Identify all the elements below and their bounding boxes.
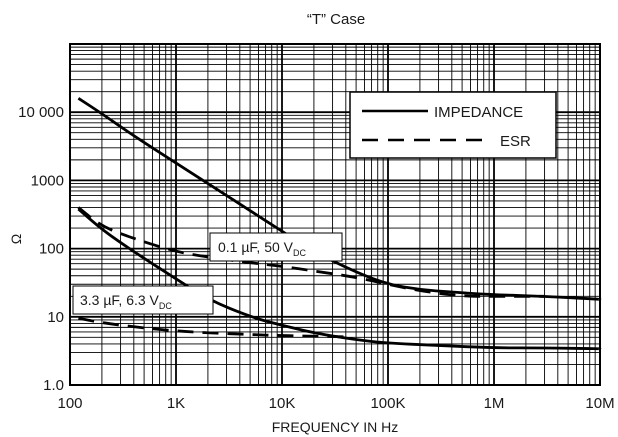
legend-box [349,91,557,159]
y-axis-label: Ω [8,234,24,244]
series-layer [77,97,602,351]
annotation-box [209,232,343,262]
x-tick-label: 10K [269,395,296,412]
plot-frame [69,43,601,386]
x-tick-label: 1M [484,395,505,412]
legend-label-esr: ESR [500,133,531,150]
y-tick-label: 100 [39,241,64,258]
series-line-1 [77,206,545,298]
x-tick-label: 100 [57,395,82,412]
series-line-2 [77,208,602,351]
y-tick-label: 1.0 [43,377,64,394]
y-tick-labels: 1.0 10 100 1000 10 000 [18,104,64,394]
annotation-box [72,285,214,315]
annotation-3-3uf: 3.3 µF, 6.3 VDC [72,285,214,315]
x-tick-label: 1K [167,395,185,412]
annotation-0-1uf: 0.1 µF, 50 VDC [209,232,343,262]
x-axis-label: FREQUENCY IN Hz [272,419,399,435]
legend-label-impedance: IMPEDANCE [434,104,523,121]
series-line-3 [78,316,348,339]
annotation-text: 0.1 µF, 50 VDC [218,239,306,258]
x-tick-label: 100K [370,395,405,412]
x-tick-label: 10M [585,395,614,412]
annotation-text: 3.3 µF, 6.3 VDC [80,292,172,311]
y-tick-label: 1000 [31,172,64,189]
chart-title: “T” Case [307,11,365,28]
legend: IMPEDANCE ESR [349,91,557,159]
x-tick-labels: 100 1K 10K 100K 1M 10M [57,395,614,412]
y-tick-label: 10 [47,309,64,326]
y-tick-label: 10 000 [18,104,64,121]
